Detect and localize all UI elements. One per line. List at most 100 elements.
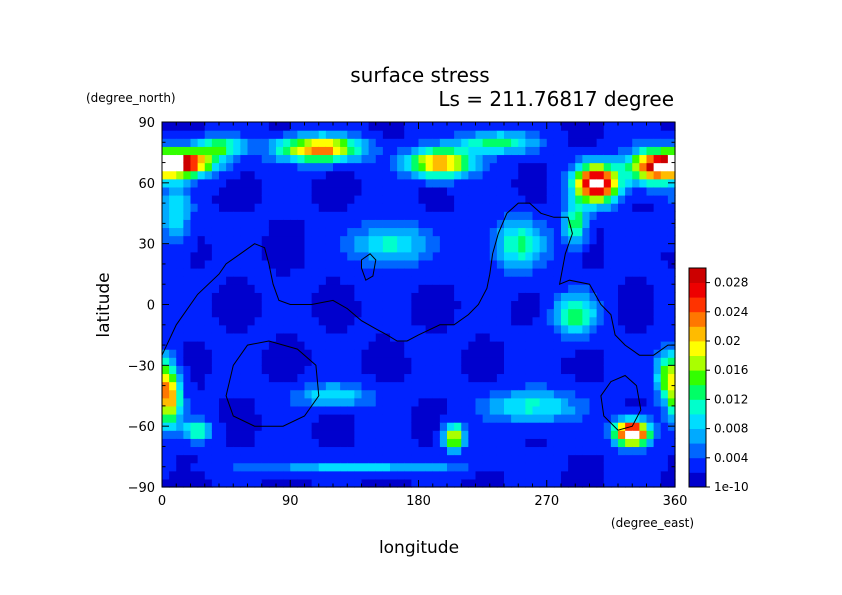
heatmap-cell — [639, 422, 648, 431]
heatmap-cell — [660, 397, 669, 407]
heatmap-cell — [575, 138, 583, 147]
heatmap-cell — [226, 203, 234, 212]
heatmap-cell — [183, 357, 192, 366]
heatmap-cell — [318, 227, 327, 237]
heatmap-cell — [375, 292, 384, 302]
heatmap-cell — [539, 405, 548, 415]
heatmap-cell — [418, 130, 427, 139]
heatmap-cell — [261, 316, 270, 326]
heatmap-cell — [233, 219, 241, 229]
y-tick-label: −90 — [128, 481, 155, 496]
heatmap-cell — [639, 405, 648, 415]
heatmap-cell — [646, 154, 655, 164]
heatmap-cell — [276, 138, 284, 147]
heatmap-cell — [333, 478, 341, 488]
heatmap-cell — [646, 349, 655, 358]
heatmap-cell — [425, 373, 434, 383]
heatmap-cell — [354, 470, 363, 480]
heatmap-cell — [375, 284, 384, 293]
heatmap-cell — [646, 430, 655, 439]
heatmap-cell — [318, 373, 327, 383]
heatmap-cell — [204, 276, 213, 285]
heatmap-cell — [411, 308, 420, 318]
heatmap-cell — [582, 259, 591, 269]
heatmap-cell — [489, 162, 498, 172]
heatmap-cell — [618, 381, 626, 391]
heatmap-cell — [211, 324, 220, 334]
heatmap-cell — [311, 381, 320, 391]
heatmap-cell — [610, 430, 619, 439]
heatmap-cell — [660, 373, 669, 383]
heatmap-cell — [653, 268, 662, 277]
heatmap-cell — [532, 414, 541, 423]
heatmap-cell — [354, 292, 363, 302]
heatmap-cell — [618, 211, 626, 220]
heatmap-cell — [561, 422, 569, 431]
heatmap-cell — [283, 186, 291, 196]
heatmap-cell — [603, 349, 612, 358]
heatmap-cell — [532, 170, 541, 180]
heatmap-cell — [482, 219, 491, 229]
heatmap-cell — [283, 178, 291, 188]
heatmap-cell — [318, 430, 327, 439]
heatmap-cell — [432, 422, 441, 431]
heatmap-cell — [625, 478, 633, 488]
heatmap-cell — [589, 138, 598, 147]
heatmap-cell — [653, 122, 662, 131]
heatmap-cell — [368, 332, 377, 342]
heatmap-cell — [603, 430, 612, 439]
heatmap-cell — [653, 332, 662, 342]
heatmap-cell — [660, 405, 669, 415]
heatmap-cell — [667, 227, 676, 237]
heatmap-cell — [240, 405, 249, 415]
heatmap-cell — [432, 219, 441, 229]
heatmap-cell — [667, 170, 676, 180]
heatmap-cell — [625, 414, 633, 423]
heatmap-cell — [468, 284, 477, 293]
heatmap-cell — [340, 268, 348, 277]
heatmap-cell — [475, 373, 484, 383]
heatmap-cell — [496, 454, 505, 464]
heatmap-cell — [475, 470, 484, 480]
heatmap-cell — [496, 373, 505, 383]
heatmap-cell — [390, 300, 398, 310]
heatmap-cell — [646, 357, 655, 366]
heatmap-cell — [311, 316, 320, 326]
heatmap-cell — [546, 470, 555, 480]
heatmap-cell — [347, 130, 355, 139]
heatmap-cell — [382, 389, 391, 399]
colorbar-swatch — [689, 370, 706, 386]
heatmap-cell — [325, 154, 334, 164]
heatmap-cell — [618, 251, 626, 261]
heatmap-cell — [447, 292, 455, 302]
heatmap-cell — [397, 349, 405, 358]
heatmap-cell — [197, 154, 206, 164]
heatmap-cell — [568, 235, 576, 245]
heatmap-cell — [539, 268, 548, 277]
heatmap-cell — [219, 414, 227, 423]
heatmap-cell — [325, 341, 334, 350]
heatmap-cell — [432, 414, 441, 423]
heatmap-cell — [618, 422, 626, 431]
heatmap-cell — [639, 227, 648, 237]
heatmap-cell — [325, 203, 334, 212]
heatmap-cell — [311, 300, 320, 310]
heatmap-cell — [618, 203, 626, 212]
heatmap-cell — [375, 381, 384, 391]
heatmap-cell — [411, 146, 420, 156]
heatmap-cell — [290, 324, 298, 334]
heatmap-cell — [610, 478, 619, 488]
heatmap-cell — [553, 349, 562, 358]
heatmap-cell — [511, 357, 519, 366]
heatmap-cell — [632, 268, 640, 277]
heatmap-cell — [475, 389, 484, 399]
heatmap-cell — [368, 211, 377, 220]
heatmap-cell — [439, 397, 448, 407]
heatmap-cell — [169, 243, 177, 253]
heatmap-cell — [482, 397, 491, 407]
heatmap-cell — [489, 478, 498, 488]
heatmap-cell — [489, 186, 498, 196]
heatmap-cell — [575, 349, 583, 358]
heatmap-cell — [304, 146, 313, 156]
heatmap-cell — [219, 170, 227, 180]
